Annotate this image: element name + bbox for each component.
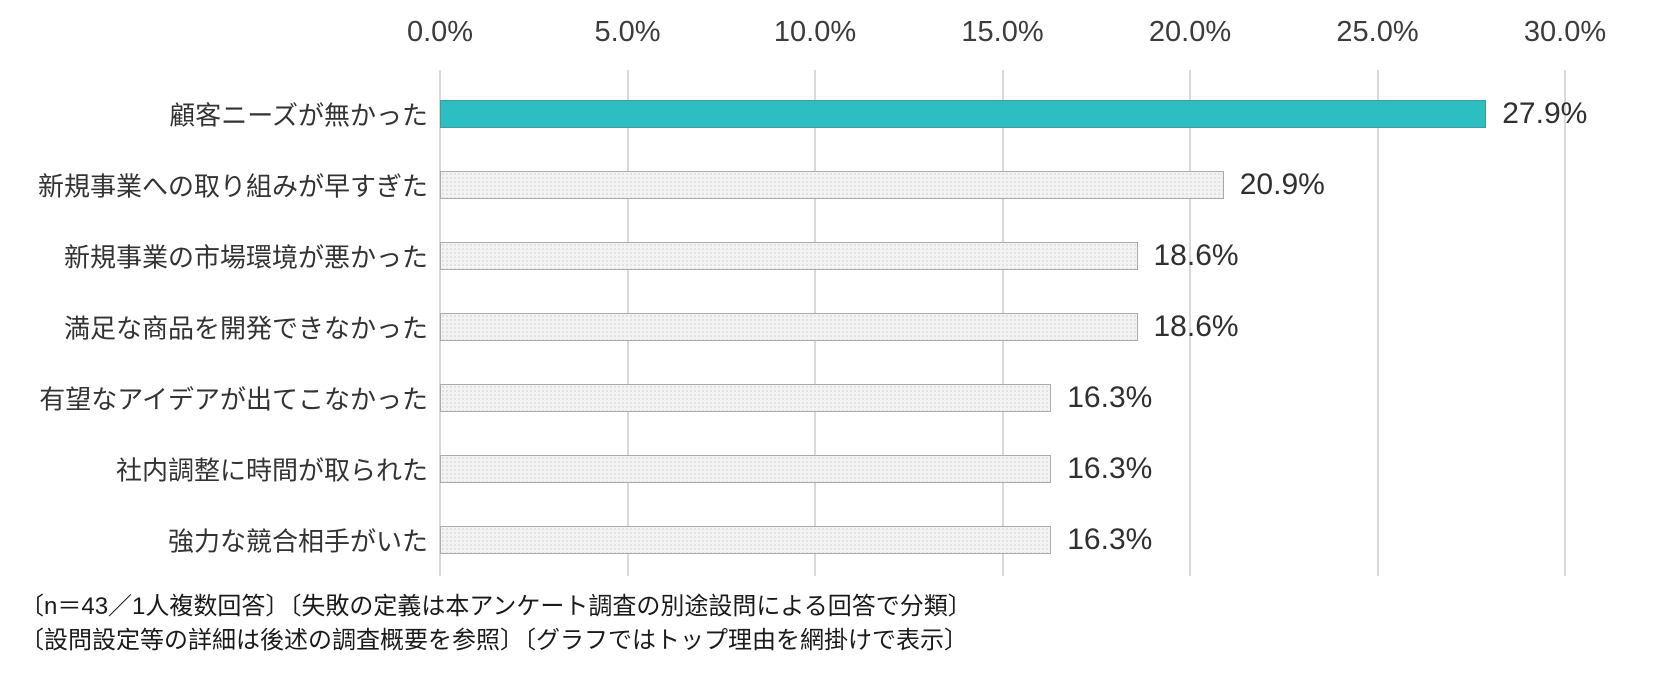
category-label: 有望なアイデアが出てこなかった (39, 384, 428, 415)
category-label: 新規事業への取り組みが早すぎた (37, 171, 428, 202)
bar (440, 526, 1052, 555)
x-axis-tick-label: 5.0% (594, 16, 661, 48)
value-label: 16.3% (1067, 523, 1153, 557)
bar-highlighted (440, 99, 1487, 128)
footnote-line-1: 〔n＝43／1人複数回答〕〔失敗の定義は本アンケート調査の別途設問による回答で分… (20, 593, 972, 620)
value-label: 18.6% (1153, 238, 1239, 272)
bar (440, 241, 1138, 270)
category-label: 顧客ニーズが無かった (169, 100, 428, 131)
value-label: 16.3% (1067, 452, 1153, 486)
category-label: 強力な競合相手がいた (167, 526, 428, 557)
value-label: 18.6% (1153, 310, 1239, 343)
category-label: 満足な商品を開発できなかった (63, 313, 428, 344)
bar-chart: 0.0% 5.0% 10.0% 15.0% 20.0% 25.0% 30.0% 顧客ニーズが無… (37, 16, 1607, 576)
x-axis-tick-label: 30.0% (1523, 16, 1607, 48)
footnote-line-2: 〔設問設定等の詳細は後述の調査概要を参照〕〔グラフではトップ理由を網掛けで表示〕 (20, 627, 968, 654)
gridline (1376, 70, 1379, 576)
category-label: 社内調整に時間が取られた (115, 455, 428, 486)
bar (440, 313, 1138, 341)
gridline (1189, 70, 1191, 576)
gridline (1564, 70, 1566, 576)
value-label: 16.3% (1067, 381, 1153, 415)
x-axis-tick-label: 15.0% (961, 16, 1044, 48)
bar (440, 455, 1052, 484)
bar (440, 170, 1224, 199)
value-label: 27.9% (1502, 96, 1588, 130)
x-axis-tick-label: 10.0% (773, 16, 857, 48)
x-axis-tick-label: 20.0% (1148, 16, 1232, 48)
bar (440, 384, 1052, 413)
category-label: 新規事業の市場環境が悪かった (63, 242, 428, 273)
chart-footnotes: 〔n＝43／1人複数回答〕〔失敗の定義は本アンケート調査の別途設問による回答で分… (20, 590, 972, 658)
x-axis-tick-label: 0.0% (406, 16, 474, 48)
x-axis-tick-label: 25.0% (1336, 16, 1419, 48)
value-label: 20.9% (1239, 167, 1325, 201)
